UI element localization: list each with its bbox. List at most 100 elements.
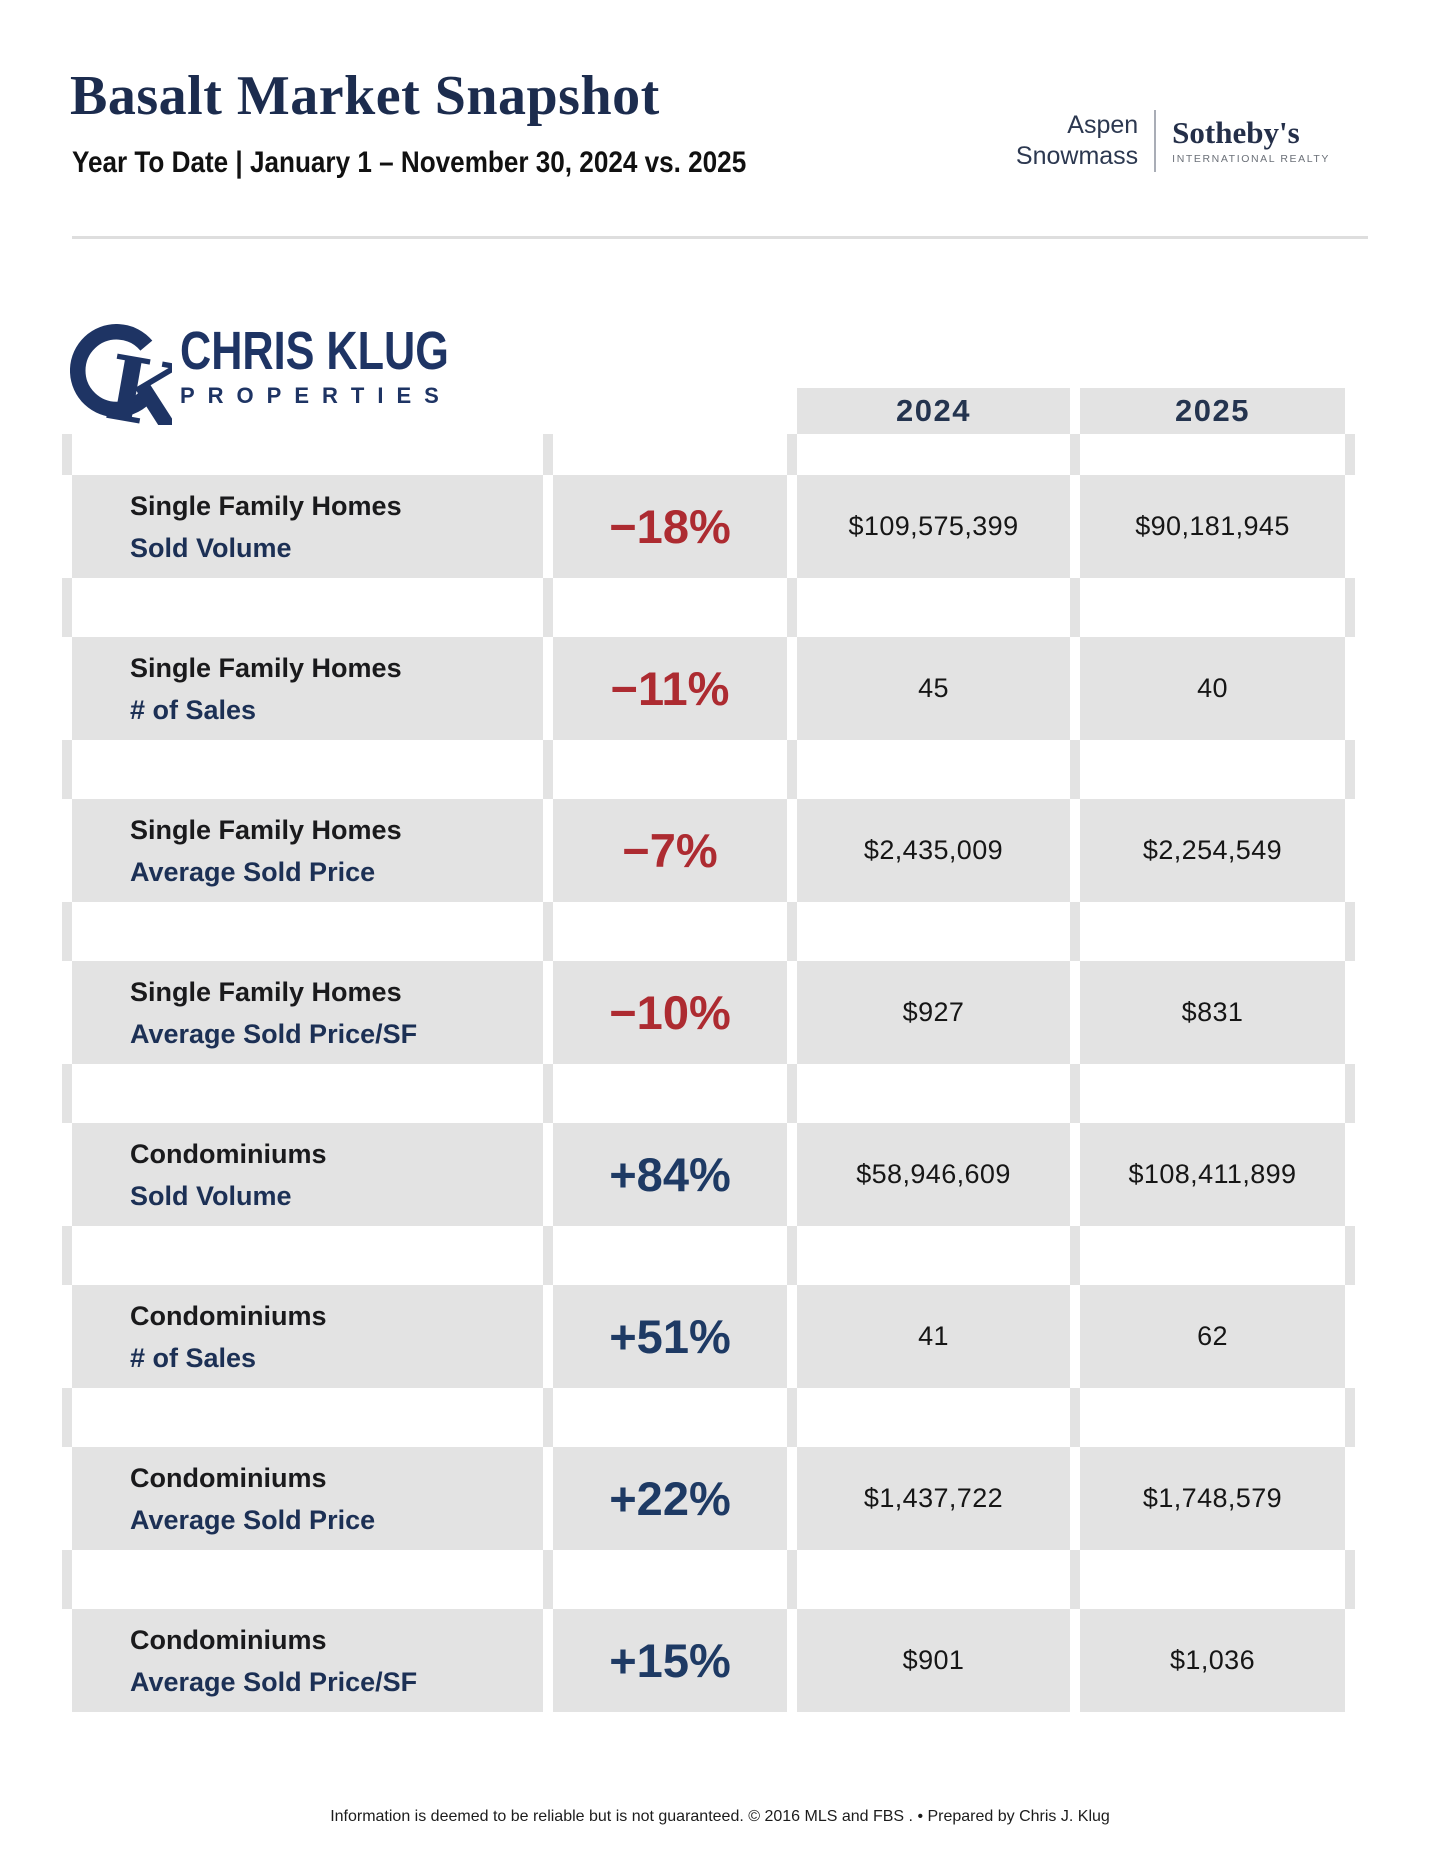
row-value-2025-cell: 40 <box>1080 637 1345 740</box>
row-metric: Average Sold Price/SF <box>130 1018 418 1049</box>
row-category: Condominiums <box>130 1300 327 1331</box>
table-row: Condominiums Average Sold Price +22% $1,… <box>62 1447 1355 1550</box>
row-change-cell: +51% <box>553 1285 787 1388</box>
row-value-2025: $90,181,945 <box>1135 511 1290 541</box>
row-value-2025: $1,036 <box>1170 1645 1255 1675</box>
table-row: Condominiums Sold Volume +84% $58,946,60… <box>62 1123 1355 1226</box>
row-change: +51% <box>609 1310 731 1363</box>
row-value-2024-cell: $58,946,609 <box>797 1123 1070 1226</box>
brokerage-logo: Aspen Snowmass Sotheby's INTERNATIONAL R… <box>980 110 1330 172</box>
row-metric: # of Sales <box>130 694 257 725</box>
brand-region-line2: Snowmass <box>1015 142 1139 170</box>
page-title: Basalt Market Snapshot <box>70 65 660 127</box>
row-value-2025-cell: $831 <box>1080 961 1345 1064</box>
ck-logo-text: CHRIS KLUG PROPERTIES <box>180 321 516 409</box>
table-row: Single Family Homes Average Sold Price −… <box>62 799 1355 902</box>
row-change-cell: +84% <box>553 1123 787 1226</box>
row-category: Single Family Homes <box>130 814 402 845</box>
row-change: +84% <box>609 1148 731 1201</box>
column-header-2024-label: 2024 <box>896 393 971 428</box>
brand-name: Sotheby's <box>1172 115 1300 150</box>
row-category: Single Family Homes <box>130 976 402 1007</box>
row-gap <box>62 578 1355 637</box>
brand-name-block: Sotheby's INTERNATIONAL REALTY <box>1172 115 1330 166</box>
row-change-cell: +22% <box>553 1447 787 1550</box>
header-divider-rule <box>72 236 1368 239</box>
row-label-cell: Condominiums # of Sales <box>72 1285 543 1388</box>
column-header-2024: 2024 <box>797 388 1070 434</box>
row-value-2024: $901 <box>902 1645 965 1675</box>
row-category: Condominiums <box>130 1624 327 1655</box>
row-change: −11% <box>610 662 730 715</box>
row-gap <box>62 1388 1355 1447</box>
row-value-2024-cell: 45 <box>797 637 1070 740</box>
row-gap <box>62 1064 1355 1123</box>
row-gap <box>62 434 1355 475</box>
table-row: Single Family Homes # of Sales −11% 45 4… <box>62 637 1355 740</box>
row-value-2025-cell: $1,748,579 <box>1080 1447 1345 1550</box>
row-label-cell: Single Family Homes Average Sold Price/S… <box>72 961 543 1064</box>
row-value-2025-cell: $2,254,549 <box>1080 799 1345 902</box>
row-change-cell: +15% <box>553 1609 787 1712</box>
row-value-2025: $1,748,579 <box>1142 1483 1283 1513</box>
row-value-2025-cell: $90,181,945 <box>1080 475 1345 578</box>
brand-region: Aspen Snowmass <box>1016 110 1138 172</box>
row-metric: Average Sold Price/SF <box>130 1666 418 1697</box>
row-gap <box>62 1226 1355 1285</box>
chris-klug-logo: K CHRIS KLUG PROPERTIES <box>70 324 516 425</box>
row-change-cell: −7% <box>553 799 787 902</box>
row-value-2025-cell: $108,411,899 <box>1080 1123 1345 1226</box>
row-value-2025-cell: $1,036 <box>1080 1609 1345 1712</box>
row-value-2025: 40 <box>1197 673 1228 703</box>
row-label-cell: Single Family Homes Sold Volume <box>72 475 543 578</box>
table-header-row: 2024 2025 <box>62 388 1355 434</box>
row-value-2024: $2,435,009 <box>863 835 1004 865</box>
ck-monogram-icon: K <box>70 324 172 425</box>
brand-divider <box>1154 110 1157 172</box>
row-value-2024: $109,575,399 <box>848 511 1019 541</box>
row-metric: Average Sold Price <box>130 1504 376 1535</box>
row-value-2025: $108,411,899 <box>1128 1159 1297 1189</box>
row-label-cell: Single Family Homes Average Sold Price <box>72 799 543 902</box>
brand-region-line1: Aspen <box>1067 111 1139 139</box>
table-row: Single Family Homes Sold Volume −18% $10… <box>62 475 1355 578</box>
row-change: −10% <box>609 986 731 1039</box>
row-label-cell: Single Family Homes # of Sales <box>72 637 543 740</box>
row-value-2025: $2,254,549 <box>1142 835 1283 865</box>
table-row: Condominiums # of Sales +51% 41 62 <box>62 1285 1355 1388</box>
row-gap <box>62 740 1355 799</box>
row-value-2024-cell: $927 <box>797 961 1070 1064</box>
brand-tagline: INTERNATIONAL REALTY <box>1172 153 1330 165</box>
row-value-2024: $927 <box>902 997 965 1027</box>
table-row: Condominiums Average Sold Price/SF +15% … <box>62 1609 1355 1712</box>
row-gap <box>62 1550 1355 1609</box>
ck-logo-name: CHRIS KLUG <box>180 321 449 381</box>
footer-disclaimer: Information is deemed to be reliable but… <box>330 1808 1110 1825</box>
row-label-cell: Condominiums Average Sold Price/SF <box>72 1609 543 1712</box>
row-change-cell: −18% <box>553 475 787 578</box>
column-header-2025: 2025 <box>1080 388 1345 434</box>
row-change-cell: −11% <box>553 637 787 740</box>
row-label-cell: Condominiums Sold Volume <box>72 1123 543 1226</box>
row-label-cell: Condominiums Average Sold Price <box>72 1447 543 1550</box>
row-value-2024: $58,946,609 <box>856 1159 1011 1189</box>
row-value-2025: 62 <box>1197 1321 1228 1351</box>
ck-logo-sub: PROPERTIES <box>180 383 452 408</box>
row-change: −18% <box>609 500 731 553</box>
row-value-2024: 41 <box>918 1321 949 1351</box>
row-value-2025: $831 <box>1181 997 1244 1027</box>
row-metric: # of Sales <box>130 1342 257 1373</box>
market-table: 2024 2025 Single Family Homes Sold Volum… <box>62 388 1355 1712</box>
row-value-2024-cell: 41 <box>797 1285 1070 1388</box>
row-change: +22% <box>609 1472 731 1525</box>
table-row: Single Family Homes Average Sold Price/S… <box>62 961 1355 1064</box>
row-category: Condominiums <box>130 1138 327 1169</box>
row-change: +15% <box>609 1634 731 1687</box>
row-metric: Average Sold Price <box>130 856 376 887</box>
page-subtitle: Year To Date | January 1 – November 30, … <box>72 146 747 179</box>
row-metric: Sold Volume <box>130 532 292 563</box>
row-change-cell: −10% <box>553 961 787 1064</box>
row-category: Single Family Homes <box>130 490 402 521</box>
row-metric: Sold Volume <box>130 1180 292 1211</box>
